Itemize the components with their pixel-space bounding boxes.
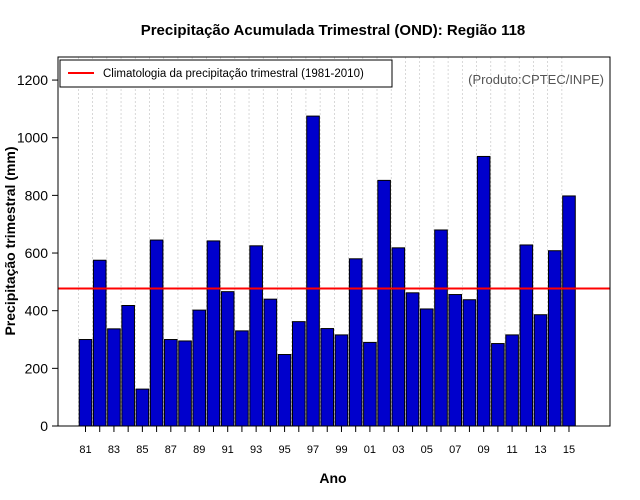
legend: Climatologia da precipitação trimestral … <box>59 59 393 88</box>
bar-1995 <box>277 354 292 427</box>
bar-2010 <box>491 343 505 427</box>
grid-lines <box>78 57 563 426</box>
y-tick-label-0: 0 <box>40 418 48 434</box>
x-axis-label: Ano <box>319 470 346 486</box>
y-axis: 0 200 400 600 800 1000 1200 <box>17 72 59 434</box>
x-tick-label-81: 81 <box>79 444 91 456</box>
x-tick-label-89: 89 <box>193 444 205 456</box>
x-axis: 81 83 85 87 89 91 93 95 97 99 01 03 05 07 09 11 13 15 <box>79 426 575 456</box>
bar-1994 <box>263 298 278 427</box>
y-tick-label-1000: 1000 <box>17 130 48 146</box>
x-tick-label-01: 01 <box>364 444 376 456</box>
bar-1999 <box>334 334 349 427</box>
bar-1989 <box>192 309 207 427</box>
y-tick-label-800: 800 <box>25 187 49 203</box>
bar-1991 <box>220 291 235 427</box>
y-tick-label-1200: 1200 <box>17 72 48 88</box>
bar-1981 <box>78 339 93 427</box>
x-tick-label-93: 93 <box>250 444 262 456</box>
bar-1997 <box>306 115 320 427</box>
bar-1985 <box>135 388 150 427</box>
bar-1987 <box>164 339 178 427</box>
legend-entry-climatology: Climatologia da precipitação trimestral … <box>103 68 364 80</box>
y-tick-label-600: 600 <box>25 245 49 261</box>
x-tick-label-85: 85 <box>136 444 148 456</box>
bar-1982 <box>92 259 107 427</box>
x-tick-label-91: 91 <box>222 444 234 456</box>
bar-1992 <box>235 330 249 427</box>
bar-2008 <box>462 299 477 427</box>
x-tick-label-09: 09 <box>478 444 490 456</box>
bar-1990 <box>206 240 221 427</box>
bar-1998 <box>320 328 335 427</box>
source-annotation: (Produto:CPTEC/INPE) <box>468 72 604 87</box>
y-tick-label-400: 400 <box>25 303 49 319</box>
x-tick-label-87: 87 <box>165 444 177 456</box>
bar-2004 <box>405 292 420 427</box>
x-tick-label-15: 15 <box>563 444 575 456</box>
bar-2012 <box>519 244 534 427</box>
bar-2002 <box>377 179 391 427</box>
x-tick-label-97: 97 <box>307 444 319 456</box>
bar-2009 <box>476 155 491 427</box>
bar-2003 <box>391 247 406 427</box>
bar-2014 <box>547 250 562 427</box>
x-tick-label-13: 13 <box>534 444 546 456</box>
bar-2015 <box>562 195 576 427</box>
x-tick-label-83: 83 <box>108 444 120 456</box>
bar-2000 <box>348 258 363 427</box>
x-tick-label-03: 03 <box>392 444 404 456</box>
bar-2006 <box>434 229 448 427</box>
legend-box <box>59 59 393 88</box>
bar-2011 <box>505 334 519 427</box>
bar-2007 <box>448 294 463 427</box>
bar-1988 <box>178 340 192 427</box>
bar-2005 <box>419 308 434 427</box>
bar-2001 <box>363 341 377 427</box>
bar-1996 <box>292 321 306 427</box>
bar-1983 <box>107 328 121 427</box>
bar-1986 <box>149 239 164 427</box>
bar-2013 <box>533 314 548 427</box>
x-tick-label-05: 05 <box>421 444 433 456</box>
x-tick-label-99: 99 <box>335 444 347 456</box>
bar-1993 <box>249 245 263 427</box>
x-tick-label-95: 95 <box>278 444 290 456</box>
x-tick-label-11: 11 <box>506 444 517 456</box>
y-tick-label-200: 200 <box>25 360 49 376</box>
chart-title: Precipitação Acumulada Trimestral (OND):… <box>141 22 526 39</box>
x-tick-label-07: 07 <box>449 444 461 456</box>
y-axis-label: Precipitação trimestral (mm) <box>2 146 18 335</box>
bar-1984 <box>121 305 135 427</box>
